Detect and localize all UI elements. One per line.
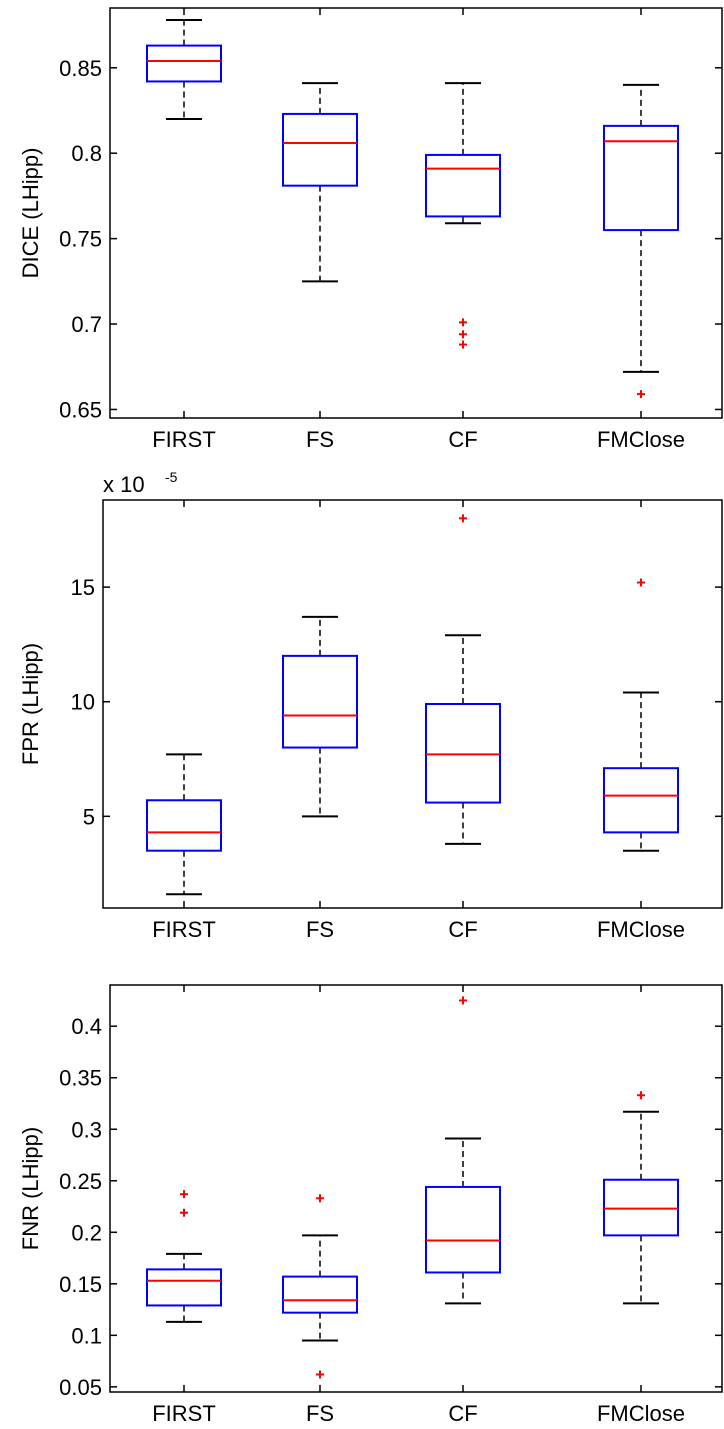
y-axis-label: DICE (LHipp) xyxy=(18,148,43,279)
axes-frame xyxy=(109,7,723,419)
x-tick-label: CF xyxy=(448,1401,477,1426)
boxplot-cf xyxy=(425,514,501,845)
x-tick-label: FMClose xyxy=(597,427,685,452)
y-tick-label: 0.05 xyxy=(59,1375,102,1400)
boxplot-fmclose xyxy=(603,83,679,399)
outlier-point xyxy=(637,390,645,399)
iqr-box xyxy=(282,654,358,749)
y-tick-label: 0.1 xyxy=(71,1323,102,1348)
outlier-point xyxy=(180,1208,188,1217)
x-tick-label: FMClose xyxy=(597,1401,685,1426)
outlier-point xyxy=(459,996,467,1005)
outlier-point xyxy=(316,1194,324,1203)
y-tick-label: 0.65 xyxy=(59,397,102,422)
axes-frame xyxy=(102,499,723,909)
x-tick-label: FIRST xyxy=(152,427,216,452)
iqr-box xyxy=(282,112,358,187)
boxplot-fmclose xyxy=(603,578,679,852)
y-axis-multiplier-exponent: -5 xyxy=(165,469,178,485)
outlier-point xyxy=(180,1190,188,1199)
boxplot-first xyxy=(146,753,222,896)
chart-panel-2: 5 10 15 FIRST FS CF FMClose FPR (LHipp) x 10 -5 xyxy=(18,469,723,942)
y-tick-label: 0.85 xyxy=(59,56,102,81)
y-tick-label: 0.4 xyxy=(71,1014,102,1039)
x-tick-label: FIRST xyxy=(152,1401,216,1426)
y-axis-label: FPR (LHipp) xyxy=(18,643,43,765)
iqr-box xyxy=(146,44,222,83)
iqr-box xyxy=(146,799,222,852)
y-tick-label: 0.3 xyxy=(71,1117,102,1142)
outlier-point xyxy=(459,340,467,349)
boxplot-fs xyxy=(282,615,358,818)
outlier-point xyxy=(637,1091,645,1100)
x-tick-label: FS xyxy=(306,917,334,942)
y-tick-label: 0.15 xyxy=(59,1272,102,1297)
iqr-box xyxy=(425,703,501,804)
boxplot-first xyxy=(146,1190,222,1323)
chart-panel-3: 0.05 0.1 0.15 0.2 0.25 0.3 0.35 0.4 FIRST FS CF FMC… xyxy=(18,984,723,1426)
x-tick-label: FIRST xyxy=(152,917,216,942)
boxplot-fs xyxy=(282,82,358,283)
iqr-box xyxy=(603,767,679,834)
iqr-box xyxy=(425,1185,501,1274)
x-tick-label: FMClose xyxy=(597,917,685,942)
y-tick-label: 0.8 xyxy=(71,141,102,166)
y-tick-label: 0.75 xyxy=(59,227,102,252)
y-tick-label: 5 xyxy=(83,804,95,829)
y-tick-label: 0.2 xyxy=(71,1220,102,1245)
iqr-box xyxy=(146,1268,222,1307)
boxplot-fmclose xyxy=(603,1091,679,1305)
x-tick-label: FS xyxy=(306,1401,334,1426)
y-tick-label: 0.35 xyxy=(59,1066,102,1091)
iqr-box xyxy=(425,153,501,218)
y-tick-label: 0.25 xyxy=(59,1169,102,1194)
x-tick-label: FS xyxy=(306,427,334,452)
axes-frame xyxy=(109,984,723,1393)
boxplot-first xyxy=(146,18,222,121)
boxplot-cf xyxy=(425,996,501,1305)
boxplot-cf xyxy=(425,82,501,349)
boxplot-fs xyxy=(282,1194,358,1379)
outlier-point xyxy=(459,514,467,523)
x-tick-label: CF xyxy=(448,427,477,452)
outlier-point xyxy=(316,1370,324,1379)
y-axis-multiplier: x 10 xyxy=(103,472,145,497)
y-tick-label: 15 xyxy=(71,575,95,600)
y-tick-label: 10 xyxy=(71,690,95,715)
outlier-point xyxy=(459,330,467,339)
chart-panel-1: 0.65 0.7 0.75 0.8 0.85 FIRST FS CF FMClose DICE (… xyxy=(18,7,723,452)
iqr-box xyxy=(282,1275,358,1314)
y-axis-label: FNR (LHipp) xyxy=(18,1127,43,1250)
outlier-point xyxy=(459,318,467,327)
outlier-point xyxy=(637,578,645,587)
iqr-box xyxy=(603,1178,679,1237)
y-tick-label: 0.7 xyxy=(71,312,102,337)
iqr-box xyxy=(603,124,679,232)
x-tick-label: CF xyxy=(448,917,477,942)
